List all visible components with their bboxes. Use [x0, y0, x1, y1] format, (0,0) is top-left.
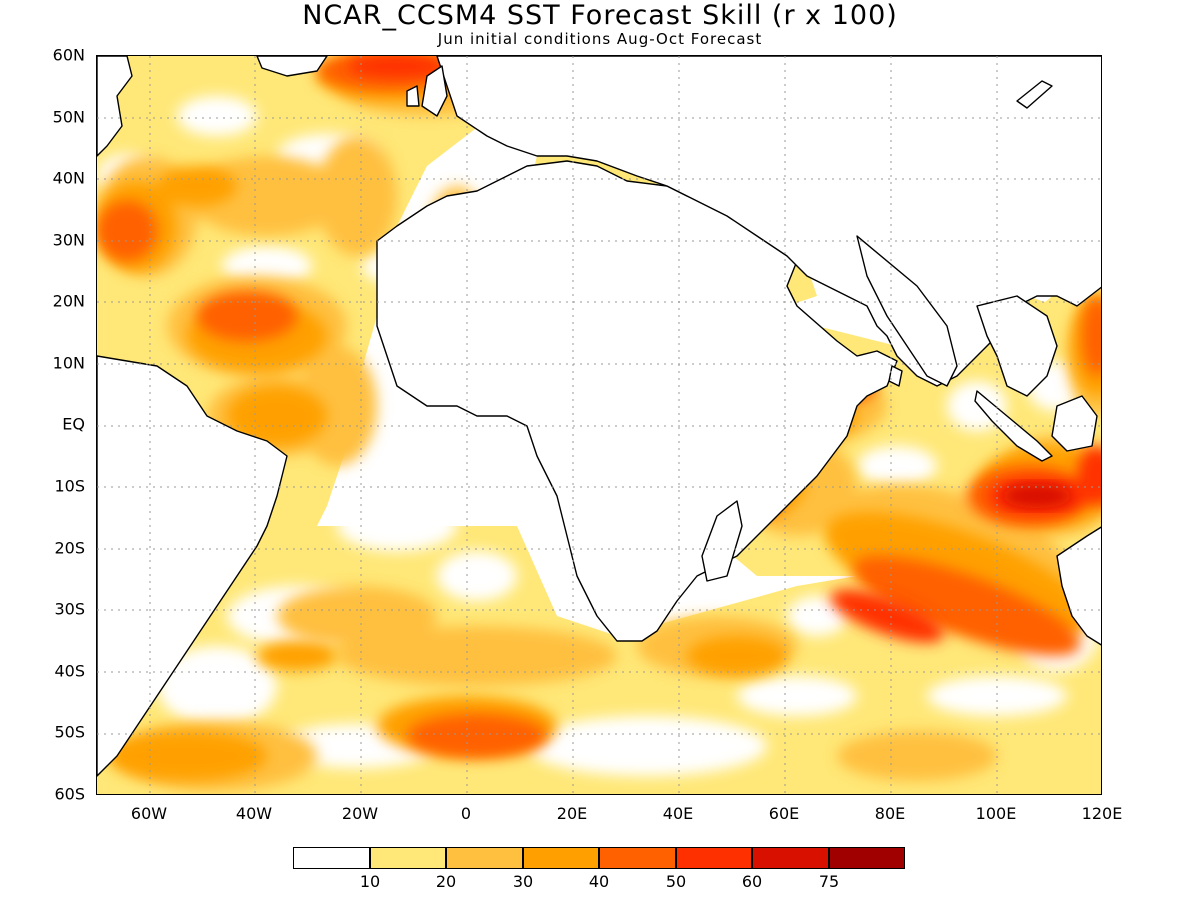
colorbar-box — [294, 848, 371, 868]
colorbar-box — [447, 848, 524, 868]
lat-label: 30N — [52, 230, 85, 250]
lon-label: 120E — [1081, 804, 1123, 823]
skill-60-75 — [1002, 484, 1072, 508]
lat-label: 40N — [52, 168, 85, 188]
lon-label: 0 — [460, 804, 472, 823]
skill-50-60 — [347, 56, 1101, 643]
lat-label: 40S — [54, 661, 85, 681]
colorbar-label: 50 — [665, 872, 687, 891]
lon-label: 60E — [768, 804, 800, 823]
map-panel — [96, 55, 1102, 795]
sst-skill-map — [97, 56, 1101, 794]
colorbar-label: 20 — [435, 872, 457, 891]
graticule — [97, 56, 1101, 794]
colorbar-label: 60 — [741, 872, 763, 891]
lon-label: 80E — [874, 804, 906, 823]
map-title: NCAR_CCSM4 SST Forecast Skill (r x 100) — [302, 0, 898, 31]
colorbar — [293, 847, 905, 869]
lat-label: EQ — [62, 414, 85, 434]
colorbar-box — [523, 848, 600, 868]
lat-label: 60S — [54, 784, 85, 804]
colorbar-box — [370, 848, 447, 868]
colorbar-box — [753, 848, 830, 868]
colorbar-box — [600, 848, 677, 868]
lat-label: 50S — [54, 722, 85, 742]
colorbar-label: 40 — [588, 872, 610, 891]
lon-label: 100E — [975, 804, 1017, 823]
lat-label: 20S — [54, 538, 85, 558]
lon-label: 60W — [130, 804, 168, 823]
lat-label: 10S — [54, 476, 85, 496]
colorbar-label: 30 — [512, 872, 534, 891]
land — [97, 56, 1101, 777]
lon-label: 20E — [556, 804, 588, 823]
lat-label: 60N — [52, 45, 85, 65]
lat-label: 30S — [54, 599, 85, 619]
lat-label: 10N — [52, 353, 85, 373]
lon-label: 40E — [662, 804, 694, 823]
lat-label: 50N — [52, 107, 85, 127]
lon-label: 40W — [235, 804, 273, 823]
lat-label: 20N — [52, 291, 85, 311]
map-subtitle: Jun initial conditions Aug-Oct Forecast — [437, 30, 763, 48]
colorbar-box — [676, 848, 753, 868]
colorbar-label: 10 — [359, 872, 381, 891]
colorbar-label: 75 — [818, 872, 840, 891]
colorbar-box — [829, 848, 904, 868]
lon-label: 20W — [341, 804, 379, 823]
